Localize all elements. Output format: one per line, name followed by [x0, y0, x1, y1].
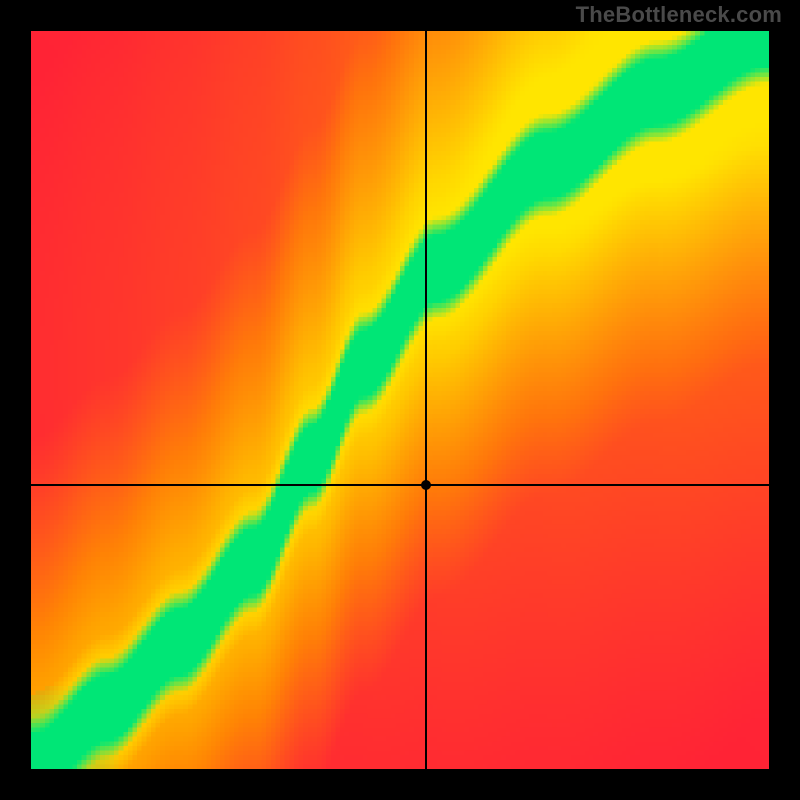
heatmap-canvas	[31, 31, 769, 769]
crosshair-horizontal	[31, 484, 769, 486]
watermark-text: TheBottleneck.com	[576, 2, 782, 28]
marker-dot	[421, 480, 431, 490]
crosshair-vertical	[425, 31, 427, 769]
heatmap-plot	[31, 31, 769, 769]
